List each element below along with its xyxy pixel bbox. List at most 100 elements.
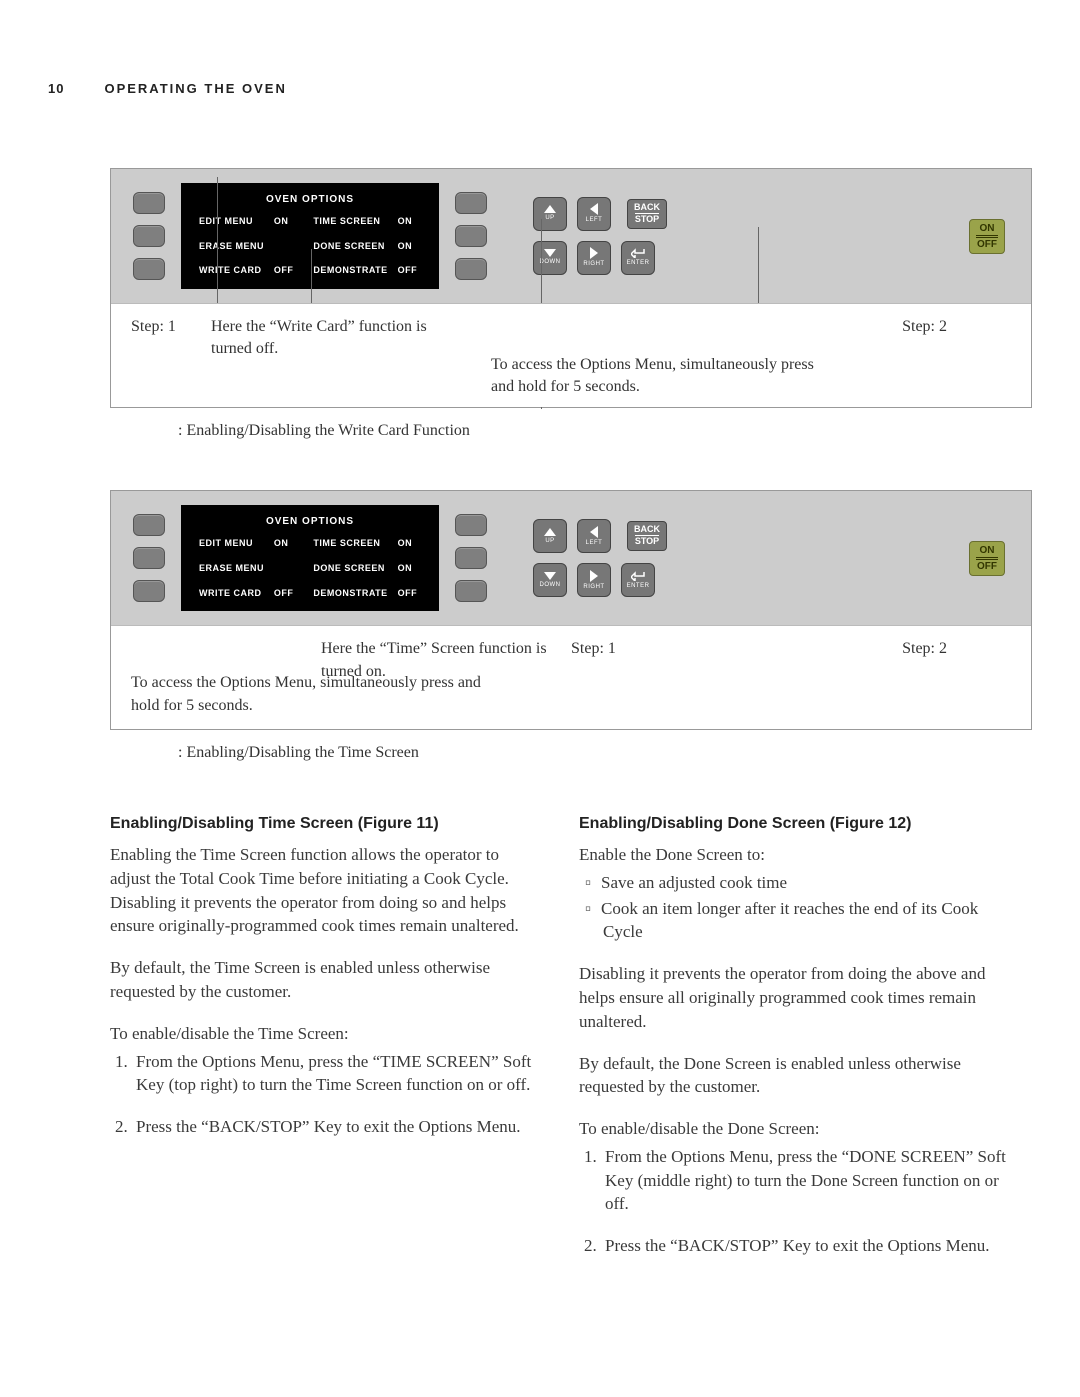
softkey-right-1[interactable] — [455, 192, 487, 214]
lcd-body: EDIT MENU ON TIME SCREEN ON ERASE MENU D… — [199, 537, 421, 599]
step-item: Press the “BACK/STOP” Key to exit the Op… — [132, 1115, 543, 1139]
softkeys-right — [455, 514, 487, 602]
oven-panel: OVEN OPTIONS EDIT MENU ON TIME SCREEN ON… — [111, 169, 1031, 303]
lcd-value: ON — [268, 537, 297, 550]
lcd-label: WRITE CARD — [199, 264, 268, 277]
nav-down-button[interactable]: DOWN — [533, 563, 567, 597]
back-label-top: BACK — [634, 524, 660, 534]
arrow-up-icon — [544, 528, 556, 536]
softkeys-left — [133, 514, 165, 602]
lcd-value: ON — [392, 240, 421, 253]
para: By default, the Done Screen is enabled u… — [579, 1052, 1012, 1100]
lcd-label: DEMONSTRATE — [313, 264, 391, 277]
page-section-title: OPERATING THE OVEN — [104, 80, 286, 98]
softkey-right-3[interactable] — [455, 258, 487, 280]
step-item: Press the “BACK/STOP” Key to exit the Op… — [601, 1234, 1012, 1258]
lcd-value — [268, 240, 297, 253]
arrow-down-icon — [544, 249, 556, 257]
oven-panel: OVEN OPTIONS EDIT MENU ON TIME SCREEN ON… — [111, 491, 1031, 625]
softkey-left-3[interactable] — [133, 258, 165, 280]
para: By default, the Time Screen is enabled u… — [110, 956, 543, 1004]
softkey-right-3[interactable] — [455, 580, 487, 602]
lcd-value: OFF — [268, 587, 297, 600]
page-number: 10 — [48, 80, 64, 98]
lead-line: To enable/disable the Done Screen: — [579, 1117, 1012, 1141]
callout-step-1: Step: 1 — [571, 638, 616, 660]
lcd-label: EDIT MENU — [199, 537, 268, 550]
nav-label: LEFT — [586, 539, 603, 547]
lcd-value: ON — [392, 215, 421, 228]
softkey-left-1[interactable] — [133, 192, 165, 214]
column-right: Enabling/Disabling Done Screen (Figure 1… — [579, 813, 1012, 1277]
bullet-item: Cook an item longer after it reaches the… — [581, 897, 1012, 945]
on-label: ON — [976, 545, 998, 558]
back-stop-button[interactable]: BACK STOP — [627, 199, 667, 229]
lcd-value: ON — [392, 537, 421, 550]
softkey-left-2[interactable] — [133, 547, 165, 569]
lcd-label: DEMONSTRATE — [313, 587, 391, 600]
nav-down-button[interactable]: DOWN — [533, 241, 567, 275]
nav-up-button[interactable]: UP — [533, 519, 567, 553]
on-off-button[interactable]: ON OFF — [969, 219, 1005, 254]
callout-access: To access the Options Menu, simultaneous… — [491, 354, 831, 399]
nav-label: DOWN — [540, 258, 561, 266]
lcd-body: EDIT MENU ON TIME SCREEN ON ERASE MENU D… — [199, 215, 421, 277]
back-label-bot: STOP — [635, 535, 659, 547]
enter-icon — [631, 571, 645, 581]
lcd-label: DONE SCREEN — [313, 562, 391, 575]
softkey-left-3[interactable] — [133, 580, 165, 602]
arrow-right-icon — [590, 247, 598, 259]
nav-label: RIGHT — [583, 260, 604, 268]
bullet-item: Save an adjusted cook time — [581, 871, 1012, 895]
lcd-value: OFF — [268, 264, 297, 277]
lcd-label: TIME SCREEN — [313, 537, 391, 550]
nav-left-button[interactable]: LEFT — [577, 197, 611, 231]
lcd-value: OFF — [392, 587, 421, 600]
lead-line: Enable the Done Screen to: — [579, 843, 1012, 867]
heading-done-screen: Enabling/Disabling Done Screen (Figure 1… — [579, 813, 1012, 835]
on-off-button[interactable]: ON OFF — [969, 541, 1005, 576]
nav-enter-button[interactable]: ENTER — [621, 563, 655, 597]
back-stop-button[interactable]: BACK STOP — [627, 521, 667, 551]
lead-line: To enable/disable the Time Screen: — [110, 1022, 543, 1046]
nav-pad: UP LEFT BACK STOP DOWN RIGHT ENTER — [533, 519, 655, 597]
nav-enter-button[interactable]: ENTER — [621, 241, 655, 275]
off-label: OFF — [976, 559, 998, 572]
lcd-label: WRITE CARD — [199, 587, 268, 600]
bullet-list: Save an adjusted cook time Cook an item … — [579, 871, 1012, 944]
callout-note: Here the “Write Card” function is turned… — [211, 316, 441, 361]
step-item: From the Options Menu, press the “DONE S… — [601, 1145, 1012, 1216]
nav-left-button[interactable]: LEFT — [577, 519, 611, 553]
nav-label: RIGHT — [583, 583, 604, 591]
lcd-screen: OVEN OPTIONS EDIT MENU ON TIME SCREEN ON… — [181, 183, 439, 289]
nav-label: LEFT — [586, 216, 603, 224]
lcd-title: OVEN OPTIONS — [199, 193, 421, 207]
nav-right-button[interactable]: RIGHT — [577, 563, 611, 597]
softkey-left-1[interactable] — [133, 514, 165, 536]
step-item: From the Options Menu, press the “TIME S… — [132, 1050, 543, 1098]
softkeys-right — [455, 192, 487, 280]
arrow-down-icon — [544, 572, 556, 580]
figure-2-callouts: Here the “Time” Screen function is turne… — [111, 625, 1031, 729]
nav-label: DOWN — [540, 581, 561, 589]
softkey-right-1[interactable] — [455, 514, 487, 536]
figure-1-caption: : Enabling/Disabling the Write Card Func… — [178, 420, 1032, 442]
nav-up-button[interactable]: UP — [533, 197, 567, 231]
heading-time-screen: Enabling/Disabling Time Screen (Figure 1… — [110, 813, 543, 835]
lcd-label: EDIT MENU — [199, 215, 268, 228]
figure-1: OVEN OPTIONS EDIT MENU ON TIME SCREEN ON… — [110, 168, 1032, 408]
softkey-right-2[interactable] — [455, 225, 487, 247]
text-columns: Enabling/Disabling Time Screen (Figure 1… — [110, 813, 1012, 1277]
nav-label: UP — [545, 214, 554, 222]
softkey-right-2[interactable] — [455, 547, 487, 569]
callout-step-1: Step: 1 — [131, 316, 176, 338]
arrow-left-icon — [590, 526, 598, 538]
lcd-label: DONE SCREEN — [313, 240, 391, 253]
callout-step-2: Step: 2 — [902, 638, 947, 660]
lcd-value: OFF — [392, 264, 421, 277]
softkeys-left — [133, 192, 165, 280]
lcd-screen: OVEN OPTIONS EDIT MENU ON TIME SCREEN ON… — [181, 505, 439, 611]
nav-right-button[interactable]: RIGHT — [577, 241, 611, 275]
figure-2: OVEN OPTIONS EDIT MENU ON TIME SCREEN ON… — [110, 490, 1032, 730]
softkey-left-2[interactable] — [133, 225, 165, 247]
